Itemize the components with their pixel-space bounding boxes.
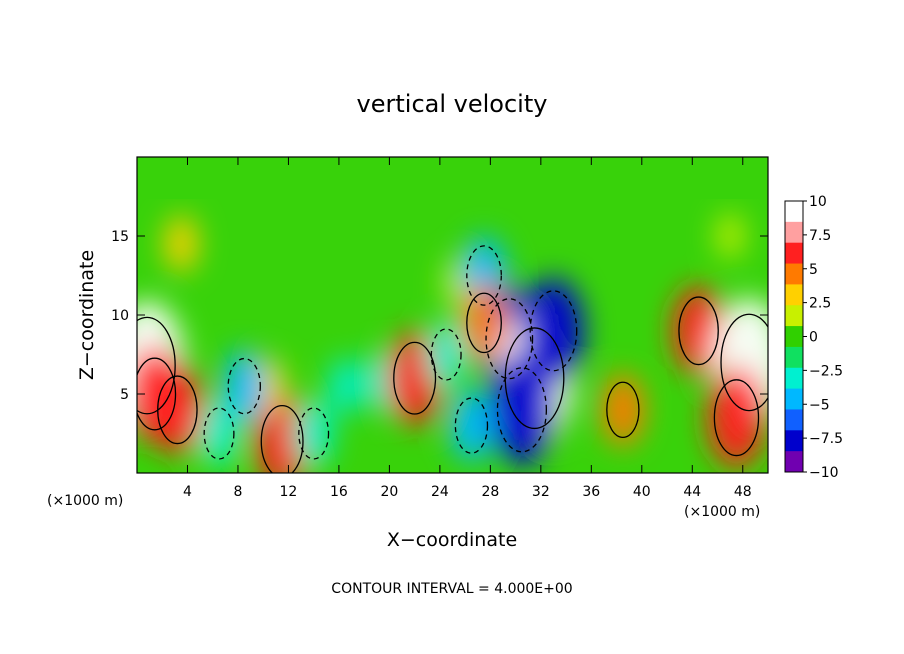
- colorbar-swatch-8: [785, 367, 803, 390]
- contour-11: [393, 341, 437, 415]
- contour-8: [298, 407, 330, 460]
- field-cell-3: [164, 215, 198, 273]
- x-tick-label: 28: [481, 484, 499, 500]
- contour-interval: CONTOUR INTERVAL = 4.000E+00: [331, 581, 572, 597]
- field-cell-19: [450, 388, 493, 463]
- contour-2: [157, 375, 198, 445]
- y-tick-label: 15: [111, 229, 129, 245]
- x-tick-label: 12: [280, 484, 298, 500]
- x-tick-label: 48: [734, 484, 752, 500]
- contour-14: [466, 245, 502, 306]
- field-cell-20: [461, 283, 508, 363]
- contour-22: [678, 296, 719, 366]
- contour-1: [137, 357, 177, 431]
- colorbar-label: −7.5: [809, 431, 843, 447]
- field-cell-21: [601, 373, 645, 447]
- x-tick-label: 24: [431, 484, 449, 500]
- y-axis-label: Z−coordinate: [76, 250, 98, 380]
- colorbar-label: 7.5: [809, 228, 831, 244]
- colorbar-label: 0: [809, 330, 818, 346]
- colorbar-label: 10: [809, 194, 827, 210]
- colorbar-label: −5: [809, 397, 830, 413]
- colorbar-swatch-3: [785, 263, 803, 285]
- contour-0: [137, 316, 176, 415]
- colorbar-label: 2.5: [809, 296, 831, 312]
- contour-18: [529, 290, 578, 372]
- x-tick-label: 20: [380, 484, 398, 500]
- chart-title: vertical velocity: [357, 90, 548, 118]
- colorbar-swatch-5: [785, 305, 803, 327]
- x-tick-label: 8: [233, 484, 242, 500]
- field-cell-25: [716, 213, 744, 259]
- x-unit-left: (×1000 m): [47, 493, 123, 509]
- x-tick-label: 40: [633, 484, 651, 500]
- contour-21: [606, 381, 640, 439]
- colorbar-swatch-1: [785, 221, 803, 244]
- contour-lines: [137, 245, 768, 473]
- contour-17: [496, 367, 548, 453]
- x-tick-label: 32: [532, 484, 550, 500]
- field-cell-8: [293, 399, 334, 468]
- colorbar-label: −2.5: [809, 363, 843, 379]
- colorbar-swatch-4: [785, 284, 803, 306]
- contour-12: [430, 328, 462, 381]
- colorbar-swatch-7: [785, 346, 803, 369]
- x-tick-label: 44: [683, 484, 701, 500]
- field-cell-7: [199, 399, 239, 468]
- field-cell-24: [707, 367, 766, 469]
- colorbar-swatch-10: [785, 409, 803, 431]
- field-cell-9: [328, 357, 362, 415]
- contour-23: [720, 313, 768, 412]
- contour-15: [485, 298, 534, 380]
- x-tick-label: 36: [582, 484, 600, 500]
- colorbar-swatch-2: [785, 242, 803, 265]
- colorbar-label: −10: [809, 465, 839, 481]
- field-cell-22: [672, 285, 725, 376]
- colorbar-swatch-12: [785, 451, 803, 473]
- contour-7: [203, 407, 235, 460]
- field-cell-12: [426, 320, 466, 389]
- x-axis-label: X−coordinate: [387, 529, 517, 551]
- x-axis: 4 8 12 16 20 24 28 32 36 40 44 48: [183, 157, 752, 500]
- colorbar-swatch-0: [785, 201, 803, 223]
- field-cell-4: [254, 393, 310, 473]
- colorbar-swatch-9: [785, 388, 803, 410]
- contour-19: [454, 397, 489, 454]
- colorbar-swatch-6: [785, 326, 803, 348]
- contour-4: [260, 404, 304, 473]
- contour-20: [466, 292, 502, 354]
- y-tick-label: 10: [111, 308, 129, 324]
- velocity-field: [137, 213, 768, 473]
- field-cell-2: [151, 364, 204, 455]
- y-tick-label: 5: [120, 387, 129, 403]
- field-cell-18: [522, 277, 585, 385]
- x-unit-right: (×1000 m): [684, 504, 760, 520]
- x-tick-label: 4: [183, 484, 192, 500]
- x-tick-label: 16: [330, 484, 348, 500]
- colorbar-label: 5: [809, 262, 818, 278]
- colorbar-swatch-11: [785, 430, 803, 452]
- y-axis: 5 10 15: [111, 229, 768, 403]
- colorbar: 10 7.5 5 2.5 0 −2.5 −5 −7.5 −10: [784, 194, 843, 481]
- contour-24: [713, 379, 760, 457]
- contour-6: [227, 357, 261, 415]
- field-cell-6: [222, 349, 266, 423]
